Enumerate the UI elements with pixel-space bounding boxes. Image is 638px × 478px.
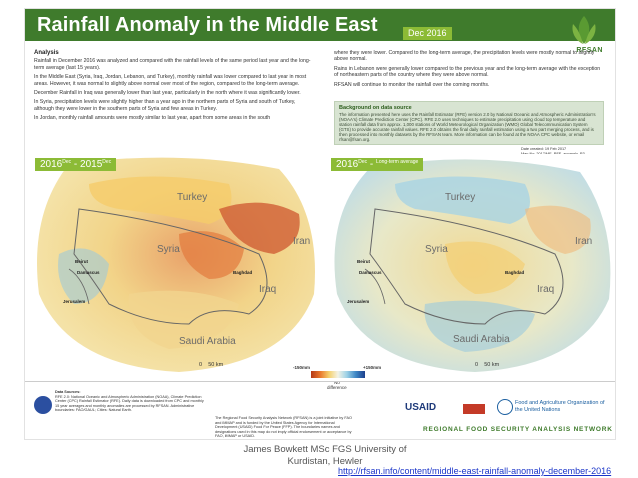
label-iran: Iran [293, 236, 311, 247]
analysis-paragraph: Rains in Lebanon were generally lower co… [334, 65, 601, 79]
meta-map-no: Map No: 2017/ME_RFE_anomaly_R3 [521, 151, 585, 156]
network-name: REGIONAL FOOD SECURITY ANALYSIS NETWORK [423, 426, 613, 433]
anomaly-map-right [325, 154, 615, 376]
label-syria: Syria [425, 244, 448, 255]
map-2016-vs-long-term: 2016Dec - Long-term average Turkey Iran … [325, 154, 615, 376]
legend-no-difference: No difference [327, 380, 347, 390]
legend-high: +150mm [363, 365, 382, 370]
map-title-left: 2016Dec - 2015Dec [35, 158, 117, 171]
disclaimer: The Regional Food Security Analysis Netw… [215, 416, 352, 439]
background-box: Background on data source The informatio… [334, 101, 604, 145]
rfsan-logo-icon [572, 16, 596, 44]
rainfall-poster: Rainfall Anomaly in the Middle East Dec … [24, 8, 616, 440]
analysis-paragraph: In the Middle East (Syria, Iraq, Jordan,… [34, 74, 307, 87]
usaid-logo: USAID [405, 402, 437, 413]
legend-color-ramp [311, 371, 365, 378]
analysis-column-right: where they were lower. Compared to the l… [334, 50, 604, 91]
background-text: The information presented here uses the … [339, 112, 596, 143]
anomaly-map-left [29, 154, 321, 376]
label-baghdad: Baghdad [233, 270, 253, 275]
title-banner: Rainfall Anomaly in the Middle East Dec … [25, 9, 615, 41]
label-beirut: Beirut [75, 259, 89, 264]
map-2016-vs-2015: 2016Dec - 2015Dec Turkey Iran Syria Iraq… [29, 154, 321, 376]
label-damascus: Damascus [359, 270, 382, 275]
background-heading: Background on data source [339, 105, 412, 111]
analysis-paragraph: In Syria, precipitation levels were slig… [34, 99, 296, 112]
analysis-heading: Analysis [34, 50, 59, 56]
label-saudi-arabia: Saudi Arabia [453, 334, 510, 345]
label-damascus: Damascus [77, 270, 100, 275]
label-baghdad: Baghdad [505, 270, 525, 275]
scale-bar-right: 0 50 km [475, 362, 500, 368]
analysis-paragraph: In Jordan, monthly rainfall amounts were… [34, 115, 271, 122]
date-tag: Dec 2016 [403, 27, 452, 40]
analysis-paragraph: Rainfall in December 2016 was analyzed a… [34, 58, 311, 71]
poster-title: Rainfall Anomaly in the Middle East [37, 14, 378, 36]
analysis-paragraph: where they were lower. Compared to the l… [334, 50, 595, 63]
label-iran: Iran [575, 236, 593, 247]
rfsan-logo-text: RFSAN [576, 47, 603, 54]
analysis-paragraph: December Rainfall in Iraq was generally … [34, 90, 301, 97]
scale-bar-left: 0 50 km [199, 362, 224, 368]
label-iraq: Iraq [259, 284, 277, 295]
analysis-column: Analysis Rainfall in December 2016 was a… [34, 50, 314, 125]
immap-logo-icon [463, 404, 485, 414]
source-link[interactable]: http://rfsan.info/content/middle-east-ra… [338, 466, 612, 476]
poster-footer: Data Sources: RFE 2.0: National Oceanic … [25, 381, 615, 439]
author-caption: James Bowkett MSc FGS University of Kurd… [243, 444, 407, 467]
label-jerusalem: Jerusalem [347, 299, 370, 304]
noaa-seal-icon [34, 396, 52, 414]
fao-name: Food and Agriculture Organization of the… [515, 400, 605, 413]
label-turkey: Turkey [445, 192, 476, 203]
analysis-paragraph: RFSAN will continue to monitor the rainf… [334, 81, 490, 88]
map-title-right: 2016Dec - Long-term average [331, 158, 424, 171]
legend-low: -150mm [293, 365, 311, 370]
label-syria: Syria [157, 244, 180, 255]
label-jerusalem: Jerusalem [63, 299, 86, 304]
label-iraq: Iraq [537, 284, 555, 295]
meta-date: Date created: 19 Feb 2017 [521, 147, 567, 151]
label-turkey: Turkey [177, 192, 208, 203]
label-beirut: Beirut [357, 259, 371, 264]
partner-logos: USAID Food and Agriculture Organization … [405, 396, 615, 426]
data-sources: Data Sources: RFE 2.0: National Oceanic … [55, 390, 204, 413]
anomaly-legend: -150mm +150mm No difference [293, 365, 393, 395]
fao-logo-icon [497, 399, 513, 415]
label-saudi-arabia: Saudi Arabia [179, 336, 236, 347]
